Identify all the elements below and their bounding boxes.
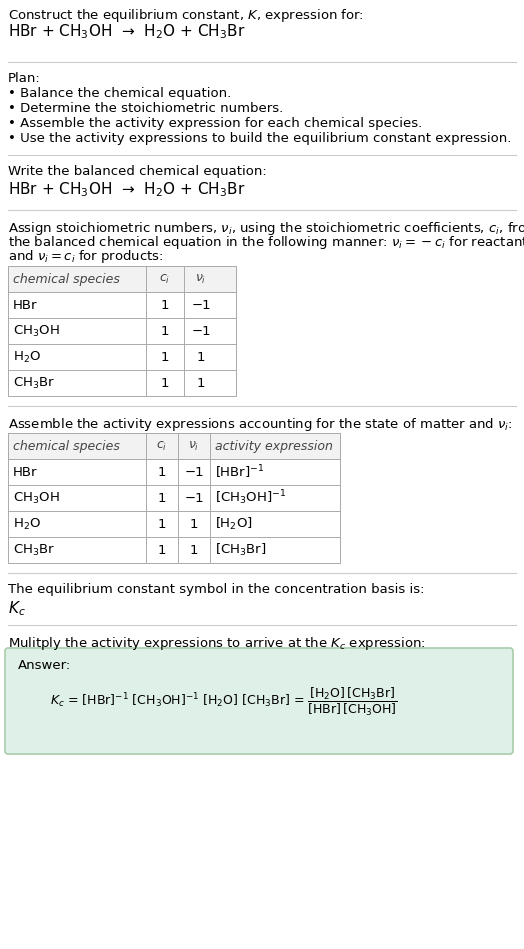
Text: 1: 1 bbox=[158, 492, 166, 505]
Text: [HBr]$^{-1}$: [HBr]$^{-1}$ bbox=[215, 463, 265, 481]
Text: $\nu_i$: $\nu_i$ bbox=[195, 272, 206, 286]
Text: HBr: HBr bbox=[13, 466, 38, 478]
Text: $c_i$: $c_i$ bbox=[156, 439, 168, 453]
Text: • Use the activity expressions to build the equilibrium constant expression.: • Use the activity expressions to build … bbox=[8, 132, 511, 145]
Text: Answer:: Answer: bbox=[18, 659, 71, 672]
Text: $K_c$ = $[\mathrm{HBr}]^{-1}$ $[\mathrm{CH_3OH}]^{-1}$ $[\mathrm{H_2O}]$ $[\math: $K_c$ = $[\mathrm{HBr}]^{-1}$ $[\mathrm{… bbox=[50, 686, 398, 718]
Text: The equilibrium constant symbol in the concentration basis is:: The equilibrium constant symbol in the c… bbox=[8, 583, 424, 596]
Text: H$_2$O: H$_2$O bbox=[13, 349, 41, 364]
Text: and $\nu_i = c_i$ for products:: and $\nu_i = c_i$ for products: bbox=[8, 248, 163, 265]
Text: $\nu_i$: $\nu_i$ bbox=[188, 439, 200, 453]
Text: HBr + CH$_3$OH  →  H$_2$O + CH$_3$Br: HBr + CH$_3$OH → H$_2$O + CH$_3$Br bbox=[8, 22, 245, 41]
Text: 1: 1 bbox=[190, 544, 198, 556]
Text: chemical species: chemical species bbox=[13, 439, 120, 453]
Text: activity expression: activity expression bbox=[215, 439, 333, 453]
Text: 1: 1 bbox=[190, 517, 198, 530]
Text: CH$_3$Br: CH$_3$Br bbox=[13, 376, 55, 391]
Text: 1: 1 bbox=[161, 325, 169, 338]
Text: [CH$_3$OH]$^{-1}$: [CH$_3$OH]$^{-1}$ bbox=[215, 489, 286, 508]
Text: Mulitply the activity expressions to arrive at the $K_c$ expression:: Mulitply the activity expressions to arr… bbox=[8, 635, 426, 652]
Text: • Balance the chemical equation.: • Balance the chemical equation. bbox=[8, 87, 231, 100]
FancyBboxPatch shape bbox=[5, 648, 513, 754]
Text: 1: 1 bbox=[196, 350, 205, 363]
Text: CH$_3$OH: CH$_3$OH bbox=[13, 324, 60, 339]
Text: −1: −1 bbox=[184, 492, 204, 505]
Text: CH$_3$OH: CH$_3$OH bbox=[13, 491, 60, 506]
Text: 1: 1 bbox=[158, 517, 166, 530]
Text: Write the balanced chemical equation:: Write the balanced chemical equation: bbox=[8, 165, 267, 178]
Text: −1: −1 bbox=[184, 466, 204, 478]
Text: 1: 1 bbox=[158, 544, 166, 556]
Text: Assemble the activity expressions accounting for the state of matter and $\nu_i$: Assemble the activity expressions accoun… bbox=[8, 416, 512, 433]
Bar bbox=[8, 433, 340, 563]
Text: [CH$_3$Br]: [CH$_3$Br] bbox=[215, 542, 266, 558]
Bar bbox=[8, 433, 340, 459]
Text: Construct the equilibrium constant, $K$, expression for:: Construct the equilibrium constant, $K$,… bbox=[8, 7, 364, 24]
Text: 1: 1 bbox=[161, 299, 169, 311]
Text: [H$_2$O]: [H$_2$O] bbox=[215, 516, 253, 532]
Text: Assign stoichiometric numbers, $\nu_i$, using the stoichiometric coefficients, $: Assign stoichiometric numbers, $\nu_i$, … bbox=[8, 220, 524, 237]
Bar bbox=[8, 266, 236, 396]
Text: 1: 1 bbox=[158, 466, 166, 478]
Text: −1: −1 bbox=[191, 299, 211, 311]
Text: H$_2$O: H$_2$O bbox=[13, 516, 41, 531]
Text: • Assemble the activity expression for each chemical species.: • Assemble the activity expression for e… bbox=[8, 117, 422, 130]
Text: 1: 1 bbox=[196, 377, 205, 389]
Bar bbox=[8, 266, 236, 292]
Text: HBr: HBr bbox=[13, 299, 38, 311]
Text: Plan:: Plan: bbox=[8, 72, 41, 85]
Text: chemical species: chemical species bbox=[13, 272, 120, 286]
Text: • Determine the stoichiometric numbers.: • Determine the stoichiometric numbers. bbox=[8, 102, 283, 115]
Text: $K_c$: $K_c$ bbox=[8, 599, 26, 618]
Text: −1: −1 bbox=[191, 325, 211, 338]
Text: HBr + CH$_3$OH  →  H$_2$O + CH$_3$Br: HBr + CH$_3$OH → H$_2$O + CH$_3$Br bbox=[8, 180, 245, 198]
Text: $c_i$: $c_i$ bbox=[159, 272, 171, 286]
Text: 1: 1 bbox=[161, 377, 169, 389]
Text: CH$_3$Br: CH$_3$Br bbox=[13, 543, 55, 558]
Text: 1: 1 bbox=[161, 350, 169, 363]
Text: the balanced chemical equation in the following manner: $\nu_i = -c_i$ for react: the balanced chemical equation in the fo… bbox=[8, 234, 524, 251]
